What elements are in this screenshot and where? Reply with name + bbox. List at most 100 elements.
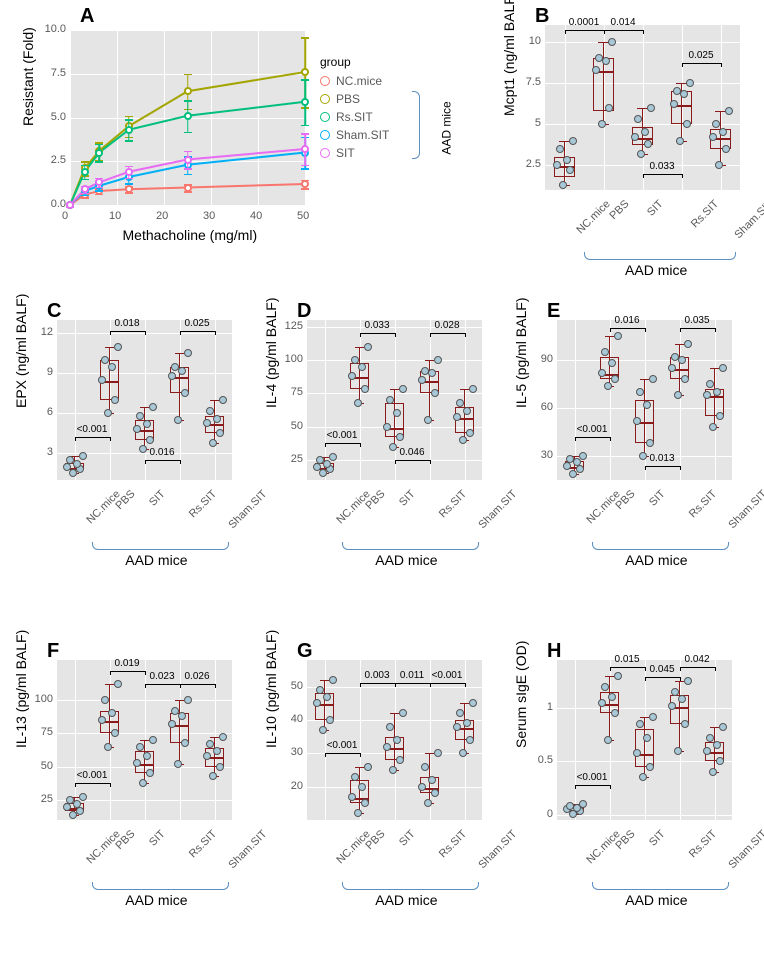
y-tick-label: 6 <box>47 406 53 418</box>
data-point <box>101 356 109 364</box>
sig-bar <box>325 753 360 754</box>
y-tick-label: 0 <box>547 808 553 820</box>
data-point <box>184 349 192 357</box>
data-point <box>671 353 679 361</box>
data-point <box>171 707 179 715</box>
data-point <box>634 115 642 123</box>
data-point <box>428 776 436 784</box>
legend-text: Rs.SIT <box>336 110 373 124</box>
line-point <box>301 145 309 153</box>
data-point <box>323 693 331 701</box>
y-tick-label: 25 <box>291 453 303 465</box>
data-point <box>453 413 461 421</box>
data-point <box>431 389 439 397</box>
data-point <box>181 389 189 397</box>
data-point <box>421 763 429 771</box>
plot-area: <0.0010.0150.0450.042 <box>557 660 732 820</box>
data-point <box>73 800 81 808</box>
data-point <box>709 768 717 776</box>
plot-area <box>70 30 305 205</box>
panel-label: B <box>535 5 549 28</box>
sig-label: 0.019 <box>114 658 139 669</box>
y-tick-label: 0.0 <box>51 198 66 210</box>
sig-label: <0.001 <box>432 670 463 681</box>
box <box>385 403 404 438</box>
data-point <box>386 723 394 731</box>
data-point <box>706 380 714 388</box>
sig-label: 0.026 <box>184 671 209 682</box>
sig-label: 0.014 <box>610 17 635 28</box>
data-point <box>178 367 186 375</box>
plot-area: <0.0010.0160.0130.035 <box>557 320 732 480</box>
data-point <box>559 181 567 189</box>
data-point <box>351 356 359 364</box>
y-tick-label: 100 <box>285 353 303 365</box>
data-point <box>104 409 112 417</box>
data-point <box>203 752 211 760</box>
data-point <box>136 412 144 420</box>
line-point <box>184 184 192 192</box>
data-point <box>719 723 727 731</box>
line-point <box>301 98 309 106</box>
data-point <box>434 356 442 364</box>
aad-bracket <box>584 252 736 260</box>
sig-bar <box>430 333 465 334</box>
y-tick-label: 10.0 <box>45 23 66 35</box>
data-point <box>139 779 147 787</box>
y-tick-label: 1 <box>547 701 553 713</box>
data-point <box>716 412 724 420</box>
data-point <box>354 809 362 817</box>
legend-text: SIT <box>336 146 355 160</box>
data-point <box>614 332 622 340</box>
data-point <box>213 747 221 755</box>
data-point <box>719 128 727 136</box>
x-tick-label: Sham.SIT <box>726 828 764 871</box>
y-axis-label: EPX (ng/ml BALF) <box>13 392 29 408</box>
sig-bar <box>395 683 430 684</box>
data-point <box>319 726 327 734</box>
legend-title: group <box>320 55 389 69</box>
data-point <box>641 128 649 136</box>
data-point <box>364 343 372 351</box>
sig-label: 0.046 <box>399 447 424 458</box>
data-point <box>396 433 404 441</box>
x-axis-label: Methacholine (mg/ml) <box>123 227 258 243</box>
line-point <box>81 185 89 193</box>
data-point <box>631 133 639 141</box>
legend-marker-icon <box>320 76 330 86</box>
data-point <box>592 66 600 74</box>
sig-label: 0.018 <box>114 318 139 329</box>
data-point <box>646 763 654 771</box>
data-point <box>579 800 587 808</box>
data-point <box>396 756 404 764</box>
data-point <box>469 385 477 393</box>
sig-bar <box>75 437 110 438</box>
data-point <box>595 54 603 62</box>
sig-label: <0.001 <box>327 740 358 751</box>
data-point <box>684 677 692 685</box>
sig-bar <box>360 683 395 684</box>
data-point <box>316 456 324 464</box>
data-point <box>143 420 151 428</box>
aad-label: AAD mice <box>625 892 687 908</box>
sig-label: 0.025 <box>688 50 713 61</box>
x-tick-label: SIT <box>645 198 666 219</box>
y-tick-label: 50 <box>41 760 53 772</box>
line-point <box>66 201 74 209</box>
sig-bar <box>680 328 715 329</box>
data-point <box>168 720 176 728</box>
data-point <box>174 416 182 424</box>
data-point <box>598 369 606 377</box>
panel-label: A <box>80 5 94 28</box>
line-point <box>125 185 133 193</box>
aad-bracket <box>592 882 729 890</box>
sig-bar <box>110 671 145 672</box>
data-point <box>566 166 574 174</box>
data-point <box>608 38 616 46</box>
data-point <box>393 409 401 417</box>
data-point <box>713 741 721 749</box>
x-tick-label: 20 <box>156 210 168 222</box>
line-point <box>301 180 309 188</box>
sig-label: <0.001 <box>77 424 108 435</box>
data-point <box>399 709 407 717</box>
